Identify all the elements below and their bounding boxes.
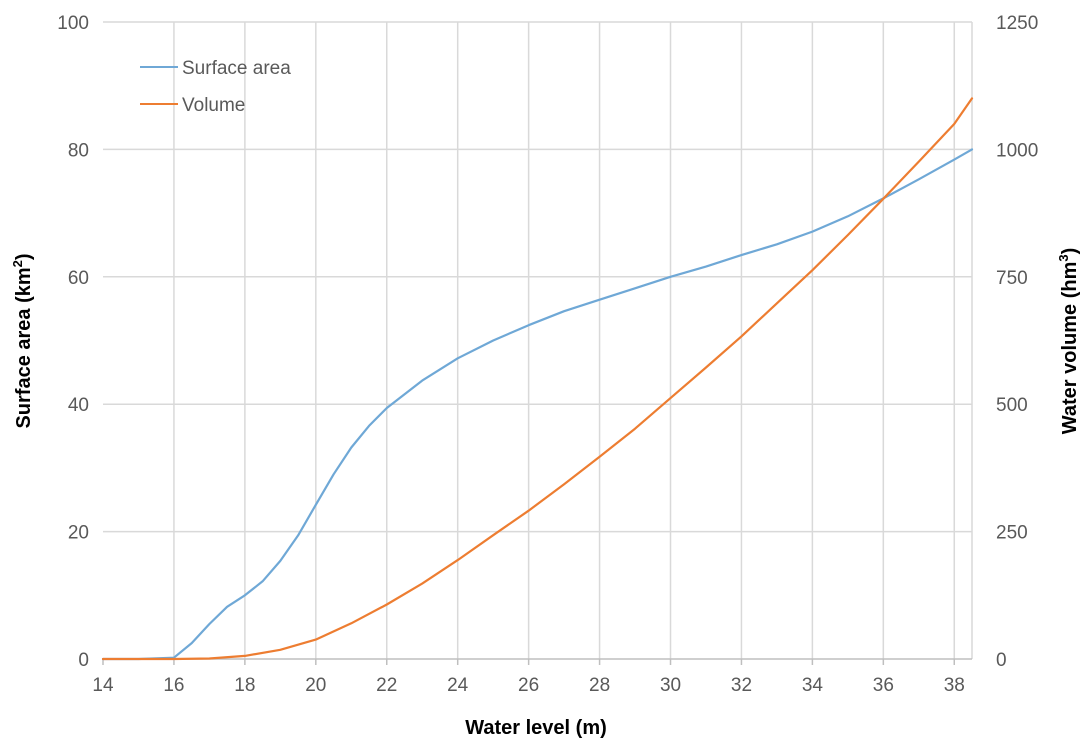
y-axis-right-title-superscript: 3 [1056, 254, 1071, 261]
y-left-tick-label: 80 [68, 140, 89, 161]
y-axis-right-title-main: Water volume (hm [1059, 262, 1081, 435]
x-tick-label: 32 [731, 675, 752, 696]
x-tick-label: 16 [163, 675, 184, 696]
y-left-tick-label: 100 [57, 13, 89, 34]
y-axis-left-title-main: Surface area (km [13, 267, 35, 428]
legend-label-surface-area: Surface area [182, 58, 291, 79]
gridlines [103, 21, 973, 659]
y-axis-right-title: Water volume (hm3) [1056, 248, 1081, 435]
x-tick-label: 38 [944, 675, 965, 696]
x-tick-label: 22 [376, 675, 397, 696]
x-tick-label: 24 [447, 675, 469, 696]
x-axis-title: Water level (m) [465, 717, 607, 739]
series-line-volume [101, 97, 974, 661]
y-right-tick-label: 1250 [996, 13, 1038, 34]
x-tick-label: 28 [589, 675, 610, 696]
y-right-tick-label: 500 [996, 395, 1028, 416]
y-right-tick-label: 250 [996, 523, 1028, 544]
x-tick-label: 26 [518, 675, 539, 696]
x-tick-label: 14 [92, 675, 114, 696]
y-right-tick-label: 1000 [996, 140, 1038, 161]
plot-series [101, 97, 974, 661]
y-axis-left-title: Surface area (km2) [10, 253, 35, 428]
legend-label-volume: Volume [182, 95, 245, 116]
y-axis-right-title-end: ) [1059, 248, 1081, 255]
y-left-tick-label: 20 [68, 523, 89, 544]
x-tick-label: 30 [660, 675, 681, 696]
legend: Surface area Volume [140, 58, 291, 116]
y-left-tick-label: 60 [68, 268, 89, 289]
x-tick-label: 36 [873, 675, 894, 696]
y-left-tick-label: 0 [78, 650, 89, 671]
series-line-surface-area [101, 148, 974, 661]
y-right-tick-label: 750 [996, 268, 1028, 289]
y-axis-left-title-superscript: 2 [10, 260, 25, 267]
x-tick-label: 20 [305, 675, 326, 696]
x-tick-label: 34 [802, 675, 824, 696]
y-axis-left-title-end: ) [13, 253, 35, 260]
y-right-tick-label: 0 [996, 650, 1007, 671]
x-tick-label: 18 [234, 675, 255, 696]
y-left-tick-label: 40 [68, 395, 89, 416]
